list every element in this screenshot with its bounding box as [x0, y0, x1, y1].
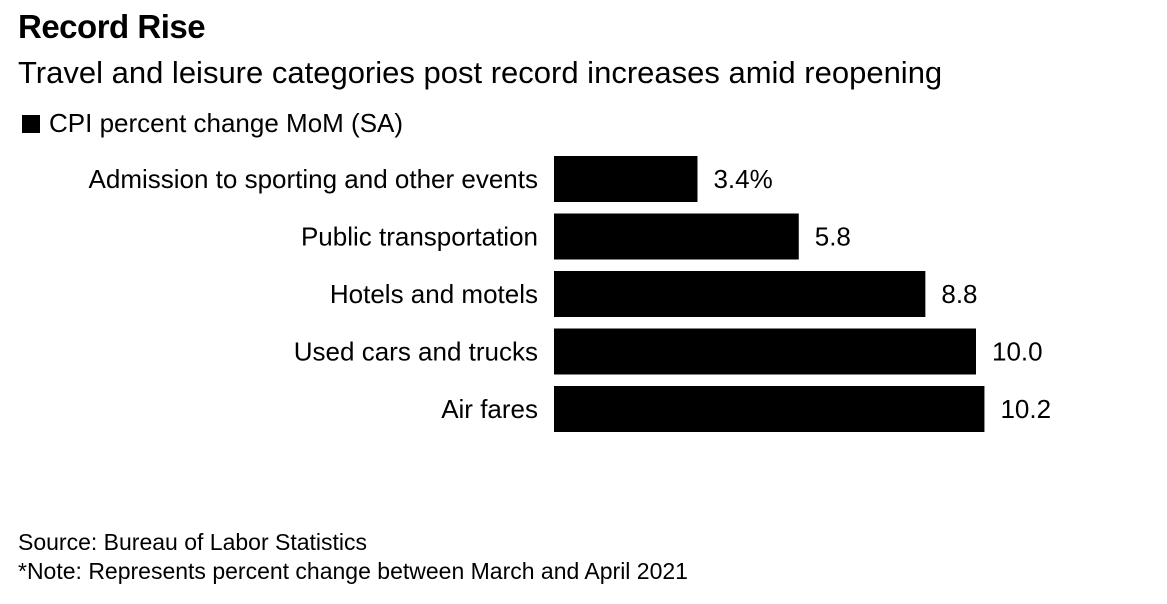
bar-0	[554, 156, 698, 202]
category-label-1: Public transportation	[301, 222, 538, 252]
source-text: Source: Bureau of Labor Statistics	[18, 529, 368, 555]
bar-3	[554, 328, 976, 375]
bar-2	[554, 271, 926, 317]
category-label-0: Admission to sporting and other events	[89, 164, 538, 194]
bar-chart: Admission to sporting and other events 3.…	[89, 156, 1051, 432]
chart-title: Record Rise	[18, 8, 206, 45]
legend: CPI percent change MoM (SA)	[22, 108, 403, 139]
category-label-4: Air fares	[441, 394, 538, 424]
value-label-0: 3.4%	[713, 164, 772, 194]
bar-4	[554, 386, 985, 432]
legend-label: CPI percent change MoM (SA)	[49, 108, 404, 138]
category-label-3: Used cars and trucks	[294, 337, 538, 367]
value-label-1: 5.8	[815, 222, 851, 252]
category-label-2: Hotels and motels	[330, 279, 538, 309]
chart-subtitle: Travel and leisure categories post recor…	[18, 55, 943, 90]
bar-1	[554, 213, 799, 260]
value-label-3: 10.0	[992, 337, 1043, 367]
value-label-4: 10.2	[1000, 394, 1051, 424]
legend-swatch	[22, 114, 40, 133]
value-label-2: 8.8	[941, 279, 977, 309]
note-text: *Note: Represents percent change between…	[18, 558, 688, 584]
